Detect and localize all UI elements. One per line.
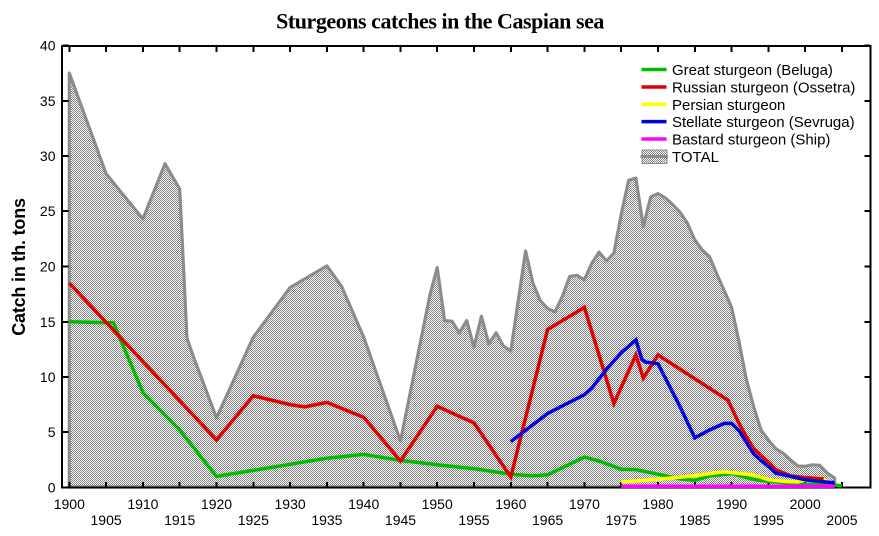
svg-text:10: 10 <box>40 369 56 385</box>
svg-text:Sturgeons catches in the Caspi: Sturgeons catches in the Caspian sea <box>276 9 604 34</box>
svg-text:1995: 1995 <box>753 512 784 528</box>
svg-text:1910: 1910 <box>127 496 158 512</box>
svg-text:1975: 1975 <box>606 512 637 528</box>
svg-text:1950: 1950 <box>422 496 453 512</box>
svg-text:1980: 1980 <box>642 496 673 512</box>
svg-text:Bastard sturgeon (Ship): Bastard sturgeon (Ship) <box>672 132 830 149</box>
svg-text:5: 5 <box>48 424 56 440</box>
svg-text:1915: 1915 <box>164 512 195 528</box>
svg-text:1900: 1900 <box>54 496 85 512</box>
svg-text:25: 25 <box>40 203 56 219</box>
svg-text:1905: 1905 <box>91 512 122 528</box>
svg-text:2000: 2000 <box>790 496 821 512</box>
svg-text:TOTAL: TOTAL <box>672 149 719 166</box>
svg-text:1990: 1990 <box>716 496 747 512</box>
svg-text:Russian sturgeon (Ossetra): Russian sturgeon (Ossetra) <box>672 80 855 97</box>
svg-text:1920: 1920 <box>201 496 232 512</box>
svg-text:1985: 1985 <box>679 512 710 528</box>
svg-text:0: 0 <box>48 480 56 496</box>
svg-text:Catch in th. tons: Catch in th. tons <box>9 198 29 336</box>
svg-text:1970: 1970 <box>569 496 600 512</box>
svg-text:1945: 1945 <box>385 512 416 528</box>
svg-text:40: 40 <box>40 38 56 54</box>
svg-text:20: 20 <box>40 259 56 275</box>
svg-text:1960: 1960 <box>495 496 526 512</box>
svg-text:30: 30 <box>40 148 56 164</box>
svg-text:1935: 1935 <box>311 512 342 528</box>
svg-text:1940: 1940 <box>348 496 379 512</box>
svg-text:1930: 1930 <box>275 496 306 512</box>
svg-text:Persian sturgeon: Persian sturgeon <box>672 97 785 114</box>
svg-text:2005: 2005 <box>826 512 857 528</box>
svg-text:35: 35 <box>40 93 56 109</box>
svg-text:Great sturgeon (Beluga): Great sturgeon (Beluga) <box>672 62 833 79</box>
svg-text:1955: 1955 <box>458 512 489 528</box>
svg-text:15: 15 <box>40 314 56 330</box>
svg-text:Stellate sturgeon (Sevruga): Stellate sturgeon (Sevruga) <box>672 114 855 131</box>
svg-text:1925: 1925 <box>238 512 269 528</box>
svg-text:1965: 1965 <box>532 512 563 528</box>
